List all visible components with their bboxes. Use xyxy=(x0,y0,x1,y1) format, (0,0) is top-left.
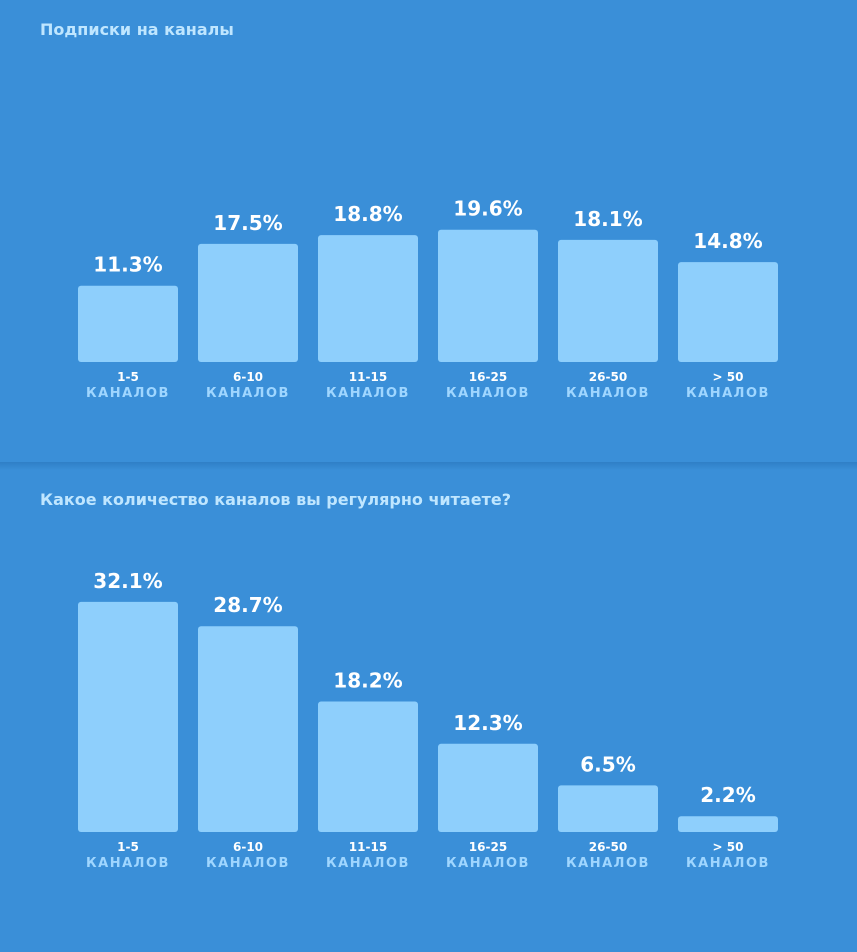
panel-divider xyxy=(0,462,857,470)
category-word-label: КАНАЛОВ xyxy=(206,856,290,871)
category-word-label: КАНАЛОВ xyxy=(686,856,770,871)
bar xyxy=(678,262,778,362)
category-word-label: КАНАЛОВ xyxy=(86,386,170,401)
category-range-label: 16-25 xyxy=(469,840,507,854)
value-label: 17.5% xyxy=(213,211,282,235)
value-label: 18.1% xyxy=(573,207,642,231)
value-label: 2.2% xyxy=(700,783,755,807)
category-range-label: 11-15 xyxy=(349,840,387,854)
bar-chart-regular-reading: 32.1% 1-5 КАНАЛОВ 28.7% 6-10 КАНАЛОВ 18.2% 11-1… xyxy=(78,569,778,871)
category-word-label: КАНАЛОВ xyxy=(566,856,650,871)
category-range-label: > 50 xyxy=(713,370,744,384)
bar xyxy=(318,701,418,832)
value-label: 28.7% xyxy=(213,593,282,617)
category-range-label: > 50 xyxy=(713,840,744,854)
bar xyxy=(198,626,298,832)
bar xyxy=(78,285,178,362)
bar xyxy=(438,743,538,832)
value-label: 32.1% xyxy=(93,569,162,593)
value-label: 11.3% xyxy=(93,253,162,277)
category-word-label: КАНАЛОВ xyxy=(686,386,770,401)
bar xyxy=(438,229,538,362)
category-range-label: 6-10 xyxy=(233,840,263,854)
category-word-label: КАНАЛОВ xyxy=(206,386,290,401)
bar xyxy=(78,601,178,832)
bar-chart-subscriptions: 11.3% 1-5 КАНАЛОВ 17.5% 6-10 КАНАЛОВ 18.8% 11-1… xyxy=(78,197,778,401)
category-range-label: 26-50 xyxy=(589,370,627,384)
chart-title: Подписки на каналы xyxy=(40,20,234,39)
value-label: 6.5% xyxy=(580,752,635,776)
chart-panel-subscriptions: Подписки на каналы 11.3% 1-5 КАНАЛОВ 17.5% 6… xyxy=(0,0,857,462)
bar xyxy=(198,243,298,362)
value-label: 18.2% xyxy=(333,669,402,693)
chart-panel-regular-reading: Какое количество каналов вы регулярно чи… xyxy=(0,470,857,952)
category-word-label: КАНАЛОВ xyxy=(86,856,170,871)
category-word-label: КАНАЛОВ xyxy=(446,386,530,401)
category-word-label: КАНАЛОВ xyxy=(566,386,650,401)
value-label: 18.8% xyxy=(333,202,402,226)
category-word-label: КАНАЛОВ xyxy=(326,386,410,401)
category-range-label: 16-25 xyxy=(469,370,507,384)
category-word-label: КАНАЛОВ xyxy=(446,856,530,871)
value-label: 12.3% xyxy=(453,711,522,735)
chart-title: Какое количество каналов вы регулярно чи… xyxy=(40,490,511,509)
bar xyxy=(558,239,658,362)
value-label: 19.6% xyxy=(453,197,522,221)
category-range-label: 1-5 xyxy=(117,840,139,854)
category-range-label: 1-5 xyxy=(117,370,139,384)
category-word-label: КАНАЛОВ xyxy=(326,856,410,871)
category-range-label: 26-50 xyxy=(589,840,627,854)
value-label: 14.8% xyxy=(693,229,762,253)
category-range-label: 6-10 xyxy=(233,370,263,384)
bar xyxy=(558,785,658,832)
bar xyxy=(318,235,418,362)
category-range-label: 11-15 xyxy=(349,370,387,384)
bar xyxy=(678,816,778,832)
